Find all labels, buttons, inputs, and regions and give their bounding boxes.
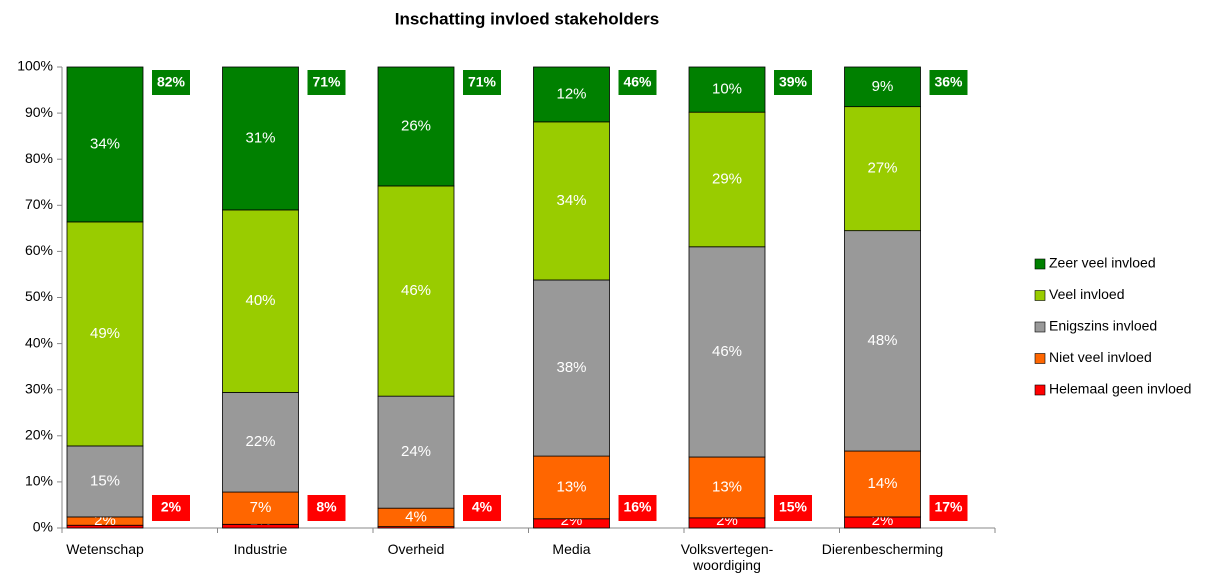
bar-segment <box>844 66 921 108</box>
x-tick-label: Industrie <box>233 541 288 557</box>
top-total: 39% <box>779 74 808 90</box>
value-label: 22% <box>245 433 275 450</box>
value-label: 15% <box>90 472 120 489</box>
bar-segment <box>844 230 921 452</box>
bottom-total: 15% <box>779 499 808 515</box>
value-label: 27% <box>867 160 897 177</box>
bar-segment <box>688 111 766 248</box>
bottom-total-box <box>929 495 968 521</box>
legend-swatch <box>1034 384 1046 396</box>
value-label: 31% <box>245 129 275 146</box>
top-total-box <box>618 70 657 95</box>
x-tick-label: Wetenschap <box>66 541 144 557</box>
value-label: 24% <box>401 443 431 460</box>
bottom-total-box <box>774 495 812 521</box>
bar-segment <box>377 66 455 187</box>
bar-segment <box>222 491 299 525</box>
value-label: 48% <box>867 332 897 349</box>
value-label: 14% <box>867 475 897 492</box>
bar-segment <box>533 66 610 123</box>
top-total-box <box>463 70 501 95</box>
legend-swatch <box>1034 321 1046 333</box>
x-tick-label: Volksvertegen- woordiging <box>680 541 774 573</box>
top-total: 46% <box>623 74 652 90</box>
bar-segment <box>66 66 144 223</box>
legend-swatch <box>1034 290 1046 301</box>
bottom-total-box <box>152 495 190 521</box>
top-total-box <box>774 70 812 95</box>
bar-segment <box>222 392 299 493</box>
x-tick-label: Overheid <box>387 541 445 557</box>
y-tick-label: 0% <box>33 519 53 535</box>
value-label: 40% <box>245 292 275 309</box>
value-label: 29% <box>712 170 742 187</box>
bar-segment <box>533 279 610 457</box>
y-tick-label: 70% <box>25 196 53 212</box>
bar-segment <box>222 66 299 211</box>
value-label: 26% <box>401 117 431 134</box>
chart-title: Inschatting invloed stakeholders <box>395 9 660 28</box>
legend-label: Enigszins invloed <box>1049 318 1157 334</box>
value-label: 49% <box>90 325 120 342</box>
top-total-box <box>152 70 190 95</box>
x-tick-label: Media <box>552 541 591 557</box>
y-tick-label: 20% <box>25 427 53 443</box>
bar-segment <box>844 106 921 232</box>
value-label: 34% <box>90 135 120 152</box>
bottom-total: 4% <box>472 499 493 515</box>
bottom-total: 8% <box>316 499 337 515</box>
legend-label: Veel invloed <box>1049 286 1125 302</box>
bar-segment <box>533 121 610 281</box>
top-total-box <box>929 70 968 95</box>
bottom-total: 2% <box>161 499 182 515</box>
value-label: 46% <box>401 282 431 299</box>
legend-label: Helemaal geen invloed <box>1049 381 1191 397</box>
legend-swatch <box>1034 258 1046 270</box>
value-label: 4% <box>405 508 427 525</box>
bar-segment <box>688 66 766 113</box>
bar-segment <box>844 450 921 518</box>
y-tick-label: 60% <box>25 242 53 258</box>
bottom-total-box <box>463 495 501 521</box>
bottom-total: 16% <box>623 499 652 515</box>
bar-segment <box>377 395 455 509</box>
top-total: 71% <box>468 74 497 90</box>
value-label: 38% <box>556 359 586 376</box>
value-label: 12% <box>556 85 586 102</box>
y-tick-label: 100% <box>17 58 53 74</box>
legend-label: Zeer veel invloed <box>1049 255 1156 271</box>
legend-label: Niet veel invloed <box>1049 349 1152 365</box>
y-tick-label: 40% <box>25 334 53 350</box>
bar-segment <box>222 209 299 393</box>
top-total: 82% <box>157 74 186 90</box>
x-tick-label: Dierenbescherming <box>821 541 944 557</box>
bar-segment <box>533 455 610 520</box>
value-label: 9% <box>872 78 894 95</box>
value-label: 13% <box>712 478 742 495</box>
y-tick-label: 30% <box>25 380 53 396</box>
bottom-total: 17% <box>934 499 963 515</box>
y-tick-label: 10% <box>25 473 53 489</box>
value-label: 7% <box>250 499 272 516</box>
y-tick-label: 50% <box>25 288 53 304</box>
value-label: 34% <box>556 192 586 209</box>
value-label: 46% <box>712 343 742 360</box>
bar-segment <box>688 456 766 519</box>
bottom-total-box <box>618 495 657 521</box>
top-total-box <box>307 70 346 95</box>
top-total: 71% <box>312 74 341 90</box>
y-tick-label: 90% <box>25 104 53 120</box>
legend-swatch <box>1034 353 1046 364</box>
bottom-total-box <box>307 495 346 521</box>
value-label: 13% <box>556 478 586 495</box>
y-tick-label: 80% <box>25 150 53 166</box>
top-total: 36% <box>934 74 963 90</box>
bar-segment <box>66 221 144 447</box>
value-label: 10% <box>712 81 742 98</box>
